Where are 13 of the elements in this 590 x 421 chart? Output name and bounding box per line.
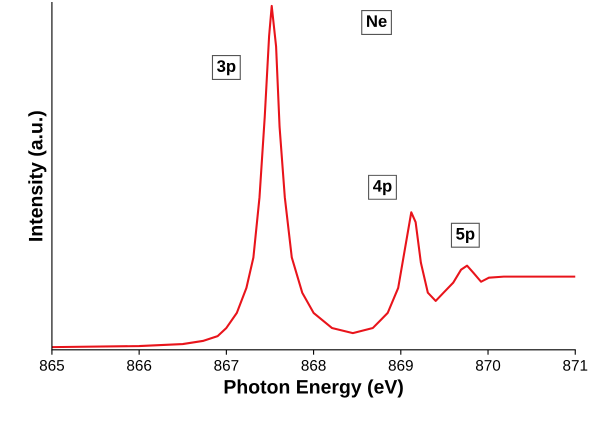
x-tick-label: 866 — [127, 360, 152, 371]
annotation: 4p — [373, 180, 392, 196]
annotation: Ne — [367, 15, 387, 28]
x-tick-label: 868 — [302, 360, 326, 371]
x-tick-label: 867 — [214, 360, 238, 371]
x-tick-label: 870 — [476, 360, 500, 371]
x-tick-label: 871 — [563, 360, 588, 371]
x-axis-title: Photon Energy (eV) — [224, 379, 403, 398]
annotation: 5p — [456, 228, 474, 243]
annotation: 3p — [217, 60, 236, 76]
x-tick-label: 865 — [40, 360, 64, 371]
x-tick-label: 869 — [388, 360, 413, 371]
y-axis-title: Intensity (a.u.) — [28, 111, 46, 241]
